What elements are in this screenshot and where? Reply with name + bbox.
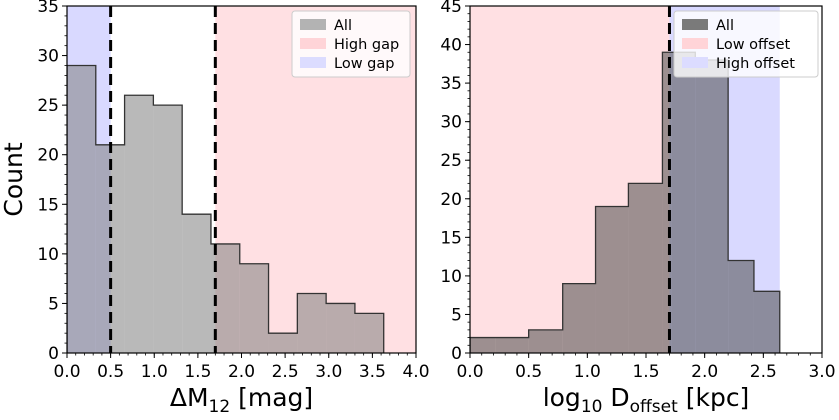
right-histogram-panel: 0 5 10 15 20 25 30 35 40 45 0.0 0.5 1.0 1.5 2.0 2.5 3.0 l…	[440, 0, 835, 417]
legend-swatch	[682, 19, 708, 30]
y-tick-label: 15	[440, 228, 462, 248]
x-tick-label: 3.0	[315, 362, 342, 382]
x-tick-label: 2.0	[691, 362, 718, 382]
y-tick-label: 30	[440, 113, 462, 133]
histogram-bar	[124, 95, 154, 353]
y-tick-label: 35	[37, 0, 59, 17]
y-tick-label: 20	[440, 190, 462, 210]
histogram-bar	[354, 313, 384, 353]
x-tick-label: 1.5	[632, 362, 659, 382]
histogram-bar	[495, 337, 529, 353]
legend-swatch	[300, 57, 326, 68]
y-tick-label: 45	[440, 0, 462, 17]
y-tick-label: 40	[440, 36, 462, 56]
histogram-bar	[268, 333, 298, 353]
histogram-bar	[67, 65, 96, 353]
legend-swatch	[682, 38, 708, 49]
x-tick-label: 0.0	[53, 362, 80, 382]
y-tick-label: 5	[48, 294, 59, 314]
legend-swatch	[300, 19, 326, 30]
histogram-bar	[753, 291, 780, 353]
y-tick-label: 10	[440, 267, 462, 287]
y-tick-label: 25	[440, 151, 462, 171]
x-tick-label: 3.5	[359, 362, 386, 382]
left-histogram-panel: 0 5 10 15 20 25 30 35 0.0 0.5 1.0 1.5 2.0 2.5 3.0 3.5 4.…	[0, 0, 430, 417]
histogram-bar	[671, 52, 696, 353]
x-tick-label: 4.0	[402, 362, 429, 382]
legend-label: High gap	[334, 37, 399, 53]
x-tick-label: 3.0	[808, 362, 835, 382]
legend-label: High offset	[716, 56, 795, 72]
legend-label: Low offset	[716, 37, 790, 53]
y-tick-label: 20	[37, 146, 59, 166]
x-tick-label: 2.0	[228, 362, 255, 382]
histogram-bar	[562, 283, 596, 353]
legend-label: All	[716, 18, 734, 34]
y-tick-label: 0	[48, 344, 59, 364]
x-tick-label: 0.5	[97, 362, 124, 382]
legend-swatch	[682, 57, 708, 68]
y-tick-label: 15	[37, 195, 59, 215]
histogram-outline	[470, 51, 781, 353]
histogram-bar	[695, 59, 729, 353]
x-axis-label: log10 Doffset [kpc]	[543, 383, 750, 417]
y-tick-label: 30	[37, 47, 59, 67]
legend-label: All	[334, 18, 352, 34]
histogram-outline	[67, 64, 385, 353]
histogram-bar	[239, 263, 269, 353]
histogram-bar	[470, 337, 496, 353]
legend-swatch	[300, 38, 326, 49]
x-tick-label: 2.5	[750, 362, 777, 382]
x-tick-label: 0.5	[515, 362, 542, 382]
histogram-bar	[595, 206, 629, 353]
histogram-bar	[528, 329, 563, 353]
y-tick-label: 0	[451, 344, 462, 364]
x-axis-label: ΔM12 [mag]	[170, 383, 313, 417]
y-axis-label: Count	[0, 142, 28, 216]
histogram-bar	[182, 214, 211, 353]
histogram-bar	[728, 260, 754, 353]
y-tick-label: 10	[37, 245, 59, 265]
histogram-bar	[662, 52, 672, 353]
histogram-bar	[628, 183, 663, 353]
x-tick-label: 1.0	[141, 362, 168, 382]
x-tick-label: 1.0	[574, 362, 601, 382]
x-tick-label: 1.5	[184, 362, 211, 382]
histogram-bar	[326, 303, 355, 353]
y-tick-label: 35	[440, 74, 462, 94]
histogram-bar	[153, 105, 183, 353]
x-tick-label: 0.0	[456, 362, 483, 382]
y-tick-label: 25	[37, 96, 59, 116]
x-tick-label: 2.5	[272, 362, 299, 382]
legend-box	[673, 10, 819, 78]
legend-label: Low gap	[334, 56, 394, 72]
y-tick-label: 5	[451, 305, 462, 325]
histogram-bar	[297, 293, 327, 353]
